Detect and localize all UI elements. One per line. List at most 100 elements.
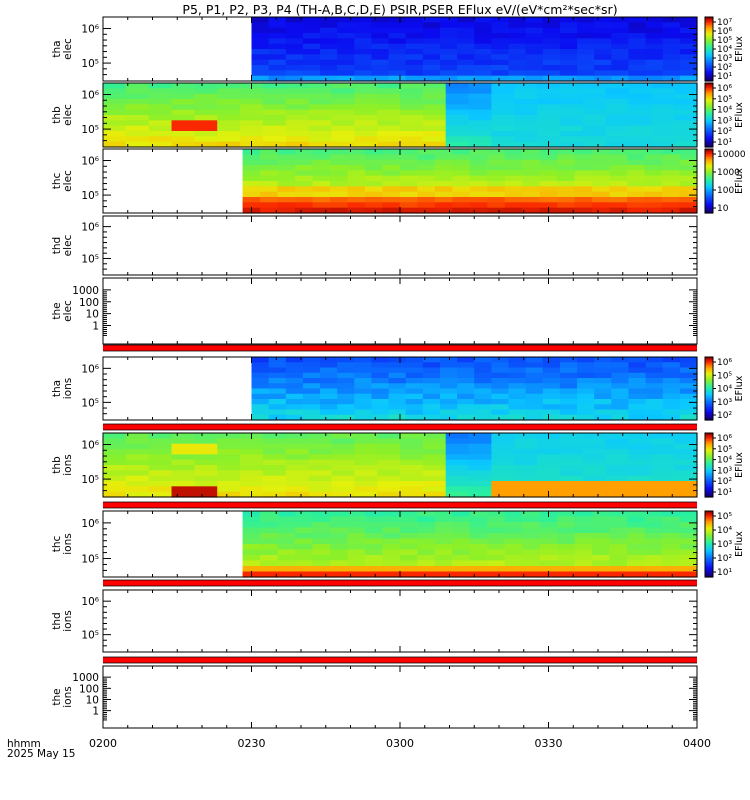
heatmap-cell xyxy=(577,409,595,416)
heatmap-cell xyxy=(577,393,595,400)
heatmap-cell xyxy=(679,372,698,379)
heatmap-cell xyxy=(662,165,681,171)
heatmap-cell xyxy=(487,202,506,209)
heatmap-cell xyxy=(674,125,698,132)
heatmap-cell xyxy=(452,571,471,578)
heatmap-cell xyxy=(644,165,663,171)
heatmap-cell xyxy=(628,49,647,55)
heatmap-cell xyxy=(525,38,544,45)
heatmap-cell xyxy=(628,388,647,395)
colorbar-tick-label: 10³ xyxy=(717,540,732,550)
heatmap-cell xyxy=(679,409,698,416)
heatmap-cell xyxy=(662,522,681,529)
heatmap-cell xyxy=(320,367,338,374)
heatmap-cell xyxy=(217,491,241,498)
heatmap-cell xyxy=(651,83,675,89)
heatmap-cell xyxy=(371,59,390,66)
heatmap-cell xyxy=(285,367,304,374)
heatmap-cell xyxy=(559,43,578,50)
colorbar-swatch xyxy=(705,99,713,102)
colorbar-swatch xyxy=(705,511,713,514)
heatmap-cell xyxy=(364,191,384,198)
heatmap-cell xyxy=(312,165,331,171)
heatmap-cell xyxy=(439,49,458,55)
heatmap-cell xyxy=(422,475,447,482)
heatmap-cell xyxy=(574,159,593,166)
heatmap-cell xyxy=(605,449,630,455)
heatmap-cell xyxy=(103,99,127,105)
heatmap-cell xyxy=(651,141,675,148)
heatmap-cell xyxy=(651,459,675,466)
heatmap-cell xyxy=(194,88,218,95)
heatmap-cell xyxy=(542,43,561,50)
colorbar-swatch xyxy=(705,570,713,573)
heatmap-cell xyxy=(217,109,241,116)
colorbar-swatch xyxy=(705,182,713,185)
heatmap-cell xyxy=(337,378,355,384)
heatmap-cell xyxy=(377,83,401,89)
heatmap-cell xyxy=(354,125,378,132)
heatmap-cell xyxy=(347,571,366,578)
heatmap-cell xyxy=(628,141,652,148)
heatmap-cell xyxy=(171,93,195,100)
heatmap-cell xyxy=(148,481,173,487)
heatmap-cell xyxy=(285,93,310,100)
heatmap-cell xyxy=(577,372,595,379)
heatmap-cell xyxy=(525,367,544,374)
heatmap-cell xyxy=(491,65,510,71)
heatmap-cell xyxy=(468,486,492,493)
heatmap-cell xyxy=(295,207,314,214)
heatmap-cell xyxy=(364,159,384,166)
heatmap-cell xyxy=(439,33,458,39)
heatmap-cell xyxy=(582,465,607,471)
heatmap-cell xyxy=(285,449,310,455)
heatmap-cell xyxy=(539,202,558,209)
colorbar-swatch xyxy=(705,166,713,169)
colorbar-swatch xyxy=(705,473,713,476)
heatmap-cell xyxy=(557,549,576,556)
heatmap-cell xyxy=(308,141,333,148)
heatmap-cell xyxy=(537,438,561,445)
heatmap-cell xyxy=(457,414,475,421)
heatmap-cell xyxy=(605,486,630,493)
heatmap-cell xyxy=(514,93,538,100)
heatmap-cell xyxy=(537,443,561,450)
heatmap-cell xyxy=(422,75,441,82)
heatmap-cell xyxy=(537,470,561,477)
heatmap-cell xyxy=(577,378,595,384)
heatmap-cell xyxy=(171,433,195,439)
colorbar-swatch xyxy=(705,179,713,182)
heatmap-cell xyxy=(377,433,401,439)
heatmap-cell xyxy=(422,49,441,55)
heatmap-cell xyxy=(382,549,401,556)
colorbar-tick-label: 10² xyxy=(717,411,732,421)
heatmap-cell xyxy=(592,197,611,203)
colorbar-swatch xyxy=(705,73,713,76)
colorbar-swatch xyxy=(705,407,713,410)
heatmap-cell xyxy=(405,388,424,395)
heatmap-cell xyxy=(308,115,333,121)
heatmap-cell xyxy=(468,465,492,471)
heatmap-cell xyxy=(382,560,401,567)
heatmap-cell xyxy=(320,357,338,363)
heatmap-cell xyxy=(354,459,378,466)
heatmap-cell xyxy=(277,149,296,155)
heatmap-cell xyxy=(364,549,384,556)
colorbar-swatch xyxy=(705,413,713,416)
heatmap-cell xyxy=(329,571,349,578)
colorbar-swatch xyxy=(705,385,713,388)
heatmap-cell xyxy=(537,131,561,137)
heatmap-cell xyxy=(312,207,331,214)
heatmap-cell xyxy=(194,481,218,487)
heatmap-cell xyxy=(422,486,447,493)
colorbar-swatch xyxy=(705,181,713,184)
colorbar-swatch xyxy=(705,169,713,172)
y-tick-label: 10⁵ xyxy=(81,630,99,642)
heatmap-cell xyxy=(347,560,366,567)
heatmap-cell xyxy=(574,170,593,177)
heatmap-cell xyxy=(574,154,593,161)
heatmap-cell xyxy=(354,88,378,95)
colorbar-swatch xyxy=(705,524,713,527)
colorbar-tick-label: 10³ xyxy=(717,116,732,126)
heatmap-cell xyxy=(644,549,663,556)
